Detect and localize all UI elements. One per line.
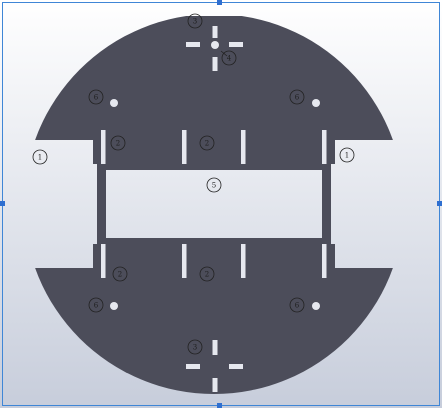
top-cross-pattern	[186, 26, 243, 71]
left-notch-rail	[97, 164, 103, 244]
callout-label: 6	[94, 302, 99, 310]
slot	[212, 340, 218, 355]
callout-label: 6	[295, 302, 300, 310]
callout-label: 4	[227, 55, 232, 63]
callout-3-bottom[interactable]: 3	[187, 339, 203, 355]
callout-2-upper-center[interactable]: 2	[199, 135, 215, 151]
callout-6-lower-left[interactable]: 6	[88, 297, 104, 313]
callout-2-upper-left[interactable]: 2	[110, 135, 126, 151]
upper-slots	[101, 130, 327, 164]
callout-1-right[interactable]: 1	[339, 147, 355, 163]
callout-4[interactable]: 4	[220, 50, 237, 66]
callout-label: 2	[116, 140, 120, 148]
resize-handle-left[interactable]	[0, 201, 5, 206]
callout-label: 2	[118, 271, 122, 279]
callout-6-upper-right[interactable]: 6	[289, 89, 305, 105]
slot	[212, 57, 218, 71]
base-plate[interactable]	[32, 16, 396, 400]
slot	[212, 26, 218, 38]
callout-label: 1	[345, 152, 349, 160]
plate-body	[32, 16, 396, 394]
callout-label: 5	[212, 182, 216, 190]
slot	[241, 244, 246, 278]
callout-label: 1	[38, 154, 42, 162]
center-hole	[211, 41, 219, 49]
slot	[182, 130, 187, 164]
callout-3-top[interactable]: 3	[187, 13, 203, 29]
slot	[182, 244, 187, 278]
callout-label: 3	[193, 344, 197, 352]
slot	[241, 130, 246, 164]
slot	[212, 378, 218, 392]
resize-handle-top[interactable]	[217, 0, 222, 5]
slot	[229, 42, 243, 47]
callout-label: 6	[94, 94, 99, 102]
slot	[229, 364, 243, 369]
mounting-hole	[312, 302, 320, 310]
bottom-cross-pattern	[186, 340, 243, 392]
mounting-holes	[110, 99, 320, 310]
callouts: 1 1 2 2 2 2 3 3	[32, 13, 355, 355]
callout-6-lower-right[interactable]: 6	[289, 297, 305, 313]
callout-2-lower-center[interactable]: 2	[199, 266, 215, 282]
slot	[101, 244, 106, 278]
resize-handle-bottom[interactable]	[217, 403, 222, 408]
lower-slots	[101, 244, 327, 278]
callout-label: 2	[205, 140, 209, 148]
mounting-hole	[110, 99, 118, 107]
callout-6-upper-left[interactable]: 6	[88, 89, 104, 105]
slot	[322, 244, 327, 278]
callout-label: 6	[295, 94, 300, 102]
callout-2-lower-left[interactable]: 2	[112, 266, 128, 282]
mounting-hole	[312, 99, 320, 107]
callout-5[interactable]: 5	[206, 177, 222, 193]
slot	[322, 130, 327, 164]
resize-handle-right[interactable]	[437, 201, 442, 206]
callout-1-left[interactable]: 1	[32, 149, 48, 165]
slot	[186, 42, 200, 47]
right-notch-rail	[325, 164, 331, 244]
mounting-hole	[110, 302, 118, 310]
callout-label: 2	[205, 271, 209, 279]
callout-label: 3	[193, 18, 197, 26]
slot	[186, 364, 200, 369]
slot	[101, 130, 106, 164]
